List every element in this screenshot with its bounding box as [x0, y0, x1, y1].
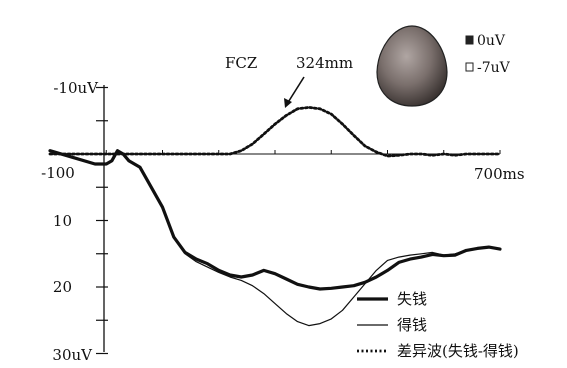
topo-legend-swatch-1 — [465, 62, 474, 72]
y-tick-label-origin: -100 — [41, 164, 75, 182]
series-gain — [49, 150, 501, 327]
x-tick-label-end: 700ms — [474, 165, 525, 183]
y-tick-label-neg10: -10uV — [53, 79, 99, 97]
annotation-electrode: FCZ — [225, 54, 257, 72]
topo-legend-swatch-0 — [465, 35, 474, 45]
y-tick-label-10: 10 — [53, 212, 72, 230]
y-tick-label-20: 20 — [53, 278, 72, 296]
legend: 失钱 得钱 差异波(失钱-得钱) — [357, 290, 519, 360]
topographic-map — [376, 25, 448, 107]
scalp-map-head — [376, 25, 448, 107]
topo-legend: 0uV -7uV — [465, 33, 511, 76]
y-minor-ticks — [96, 86, 108, 355]
annotation-arrow-head — [284, 98, 292, 108]
annotation-latency: 324mm — [296, 54, 353, 72]
y-tick-label-30: 30uV — [52, 346, 93, 364]
annotation-arrow-shaft — [286, 76, 305, 105]
topo-legend-label-0: 0uV — [477, 33, 506, 49]
legend-label-loss: 失钱 — [397, 290, 427, 308]
series-loss — [48, 149, 502, 291]
y-tick-labels: -10uV -100 10 20 30uV — [41, 79, 99, 364]
legend-label-difference: 差异波(失钱-得钱) — [397, 342, 519, 360]
series-layer — [48, 106, 502, 327]
topo-legend-label-1: -7uV — [477, 60, 511, 76]
annotations: FCZ 324mm — [225, 54, 353, 108]
axes: -10uV -100 10 20 30uV 700ms — [41, 79, 524, 364]
series-difference — [48, 106, 502, 158]
legend-label-gain: 得钱 — [397, 316, 427, 334]
